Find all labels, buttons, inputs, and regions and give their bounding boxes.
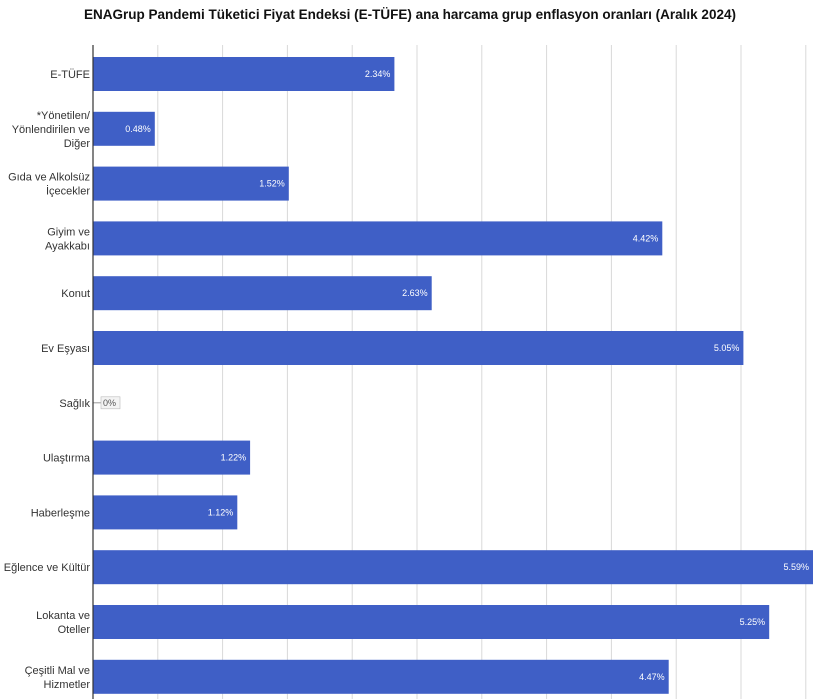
category-label: Ev Eşyası xyxy=(41,343,90,355)
category-label: Giyim ve xyxy=(47,226,90,238)
category-label: Haberleşme xyxy=(31,507,90,519)
bar xyxy=(93,111,155,146)
category-label: E-TÜFE xyxy=(50,69,90,81)
category-label: Gıda ve Alkolsüz xyxy=(8,172,90,184)
category-label: Sağlık xyxy=(59,398,90,410)
category-label: Eğlence ve Kültür xyxy=(4,562,91,574)
label-box xyxy=(100,396,121,410)
category-label: Ayakkabı xyxy=(45,240,90,252)
bar xyxy=(93,166,289,201)
category-label: İçecekler xyxy=(46,185,90,198)
data-label: 5.59% xyxy=(783,562,809,572)
bar xyxy=(93,605,770,639)
category-label: Ulaştırma xyxy=(43,453,91,465)
data-label: 2.63% xyxy=(402,288,428,298)
bar xyxy=(93,57,395,91)
category-label: Çeşitli Mal ve xyxy=(25,665,90,677)
data-label: 4.47% xyxy=(639,672,665,682)
data-label: 4.42% xyxy=(633,233,659,243)
chart-title: ENAGrup Pandemi Tüketici Fiyat Endeksi (… xyxy=(84,7,736,22)
category-label: Hizmetler xyxy=(44,679,91,691)
category-label: *Yönetilen/ xyxy=(37,110,91,122)
bar xyxy=(93,276,432,311)
bar xyxy=(93,659,669,694)
data-label: 1.52% xyxy=(259,179,285,189)
category-label: Konut xyxy=(61,288,90,300)
data-label: 5.25% xyxy=(740,617,766,627)
data-label: 1.12% xyxy=(208,507,234,517)
category-label: Yönlendirilen ve xyxy=(12,124,90,136)
data-label: 2.34% xyxy=(365,69,391,79)
data-label: 1.22% xyxy=(221,453,247,463)
category-label: Lokanta ve xyxy=(36,610,90,622)
category-label: Diğer xyxy=(64,138,91,150)
category-label: Oteller xyxy=(58,624,91,636)
data-label: 5.05% xyxy=(714,343,740,353)
gridlines xyxy=(157,45,807,699)
bar xyxy=(93,495,238,530)
data-label: 0.48% xyxy=(125,124,151,134)
bar xyxy=(93,550,813,585)
data-label: 0% xyxy=(103,398,116,408)
bar xyxy=(93,221,663,256)
bar xyxy=(93,331,744,365)
bar xyxy=(93,440,251,475)
